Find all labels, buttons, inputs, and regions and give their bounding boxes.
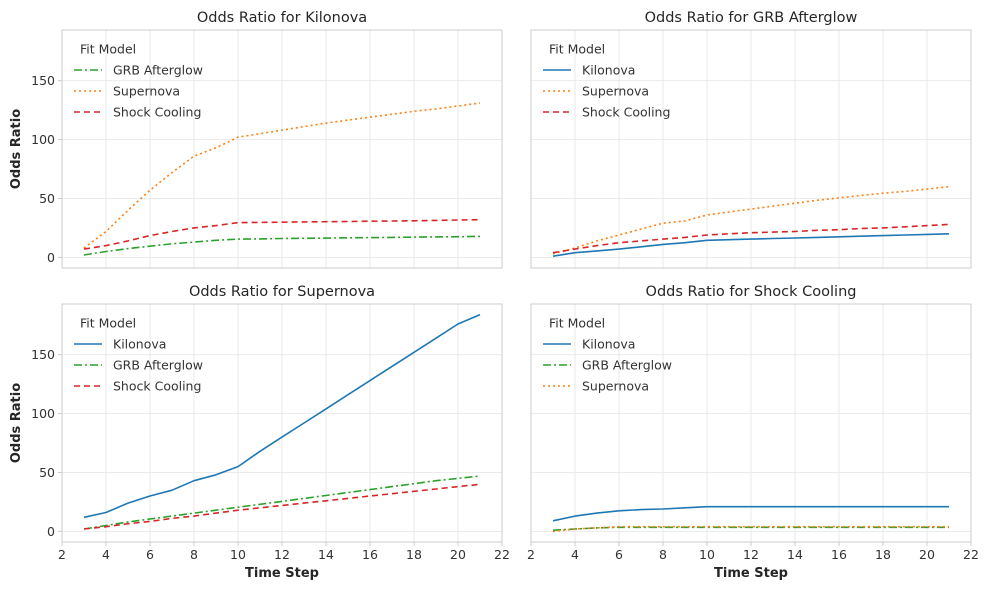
chart-panel-3: Odds Ratio for Supernova 0 50 100 150 2 4 6 8 10 1… (9, 284, 510, 581)
x-tick-label: 10 (699, 547, 715, 562)
y-axis-label: Odds Ratio (9, 109, 24, 189)
x-tick-label: 2 (58, 547, 66, 562)
legend-entry: Supernova (582, 84, 649, 99)
legend-entry: GRB Afterglow (113, 358, 203, 373)
series-line-supernova (552, 525, 949, 533)
y-tick-label: 100 (31, 132, 55, 147)
x-tick-label: 22 (963, 547, 979, 562)
series-line-kilonova (552, 505, 949, 522)
x-tick-label: 14 (787, 547, 803, 562)
x-tick-label: 4 (102, 547, 110, 562)
legend-entry: Shock Cooling (582, 105, 670, 120)
plot-frame (530, 29, 972, 269)
legend-title: Fit Model (80, 42, 136, 57)
x-tick-label: 16 (831, 547, 847, 562)
x-tick-label: 20 (919, 547, 935, 562)
x-axis-label: Time Step (245, 566, 319, 581)
legend-entry: Supernova (113, 84, 180, 99)
series-line-supernova (552, 185, 950, 255)
legend-entry: GRB Afterglow (113, 63, 203, 78)
x-tick-label: 6 (615, 547, 623, 562)
y-tick-label: 100 (31, 406, 55, 421)
x-tick-label: 12 (743, 547, 759, 562)
x-tick-label: 22 (494, 547, 510, 562)
series-line-kilonova (83, 313, 481, 519)
legend: Fit Model GRB Afterglow Supernova Shock Coo… (74, 42, 203, 120)
x-tick-label: 10 (230, 547, 246, 562)
series-line-kilonova (552, 233, 950, 257)
x-axis-label: Time Step (714, 566, 788, 581)
legend-entry: Kilonova (113, 337, 166, 352)
legend: Fit Model Kilonova GRB Afterglow Supernova (543, 316, 672, 394)
x-tick-label: 8 (190, 547, 198, 562)
legend-entry: Shock Cooling (113, 105, 201, 120)
legend-title: Fit Model (549, 316, 605, 331)
legend-entry: Shock Cooling (113, 379, 201, 394)
chart-panel-1: Odds Ratio for Kilonova 0 50 100 150 Odds Rat… (9, 10, 503, 269)
series-line-grb-afterglow (83, 475, 481, 530)
chart-title: Odds Ratio for Shock Cooling (646, 284, 857, 300)
legend: Fit Model Kilonova GRB Afterglow Shock Cool… (74, 316, 203, 394)
x-tick-label: 6 (146, 547, 154, 562)
x-tick-label: 8 (659, 547, 667, 562)
y-tick-label: 50 (39, 191, 55, 206)
chart-title: Odds Ratio for Supernova (189, 284, 375, 300)
legend-entry: Supernova (582, 379, 649, 394)
legend-title: Fit Model (549, 42, 605, 57)
series-line-shock-cooling (83, 218, 481, 250)
series-line-shock-cooling (83, 483, 481, 530)
x-tick-label: 12 (274, 547, 290, 562)
x-tick-label: 18 (875, 547, 891, 562)
legend-title: Fit Model (80, 316, 136, 331)
y-tick-label: 50 (39, 465, 55, 480)
legend-entry: GRB Afterglow (582, 358, 672, 373)
x-tick-label: 4 (571, 547, 579, 562)
chart-title: Odds Ratio for Kilonova (197, 10, 367, 26)
legend-entry: Kilonova (582, 63, 635, 78)
series-line-shock-cooling (552, 223, 950, 254)
chart-panel-2: Odds Ratio for GRB Afterglow Fit Model Kil… (530, 10, 972, 269)
legend: Fit Model Kilonova Supernova Shock Cooling (543, 42, 670, 120)
y-tick-label: 150 (31, 347, 55, 362)
chart-title: Odds Ratio for GRB Afterglow (645, 10, 858, 26)
x-tick-label: 2 (527, 547, 535, 562)
x-tick-label: 18 (406, 547, 422, 562)
x-tick-label: 14 (318, 547, 334, 562)
series-line-grb-afterglow (83, 235, 481, 256)
y-tick-label: 0 (47, 524, 55, 539)
y-tick-label: 0 (47, 250, 55, 265)
plot-frame (61, 29, 503, 269)
y-tick-label: 150 (31, 73, 55, 88)
x-tick-label: 20 (450, 547, 466, 562)
series-line-supernova (83, 102, 481, 249)
y-axis-label: Odds Ratio (9, 383, 24, 463)
legend-entry: Kilonova (582, 337, 635, 352)
chart-panel-4: Odds Ratio for Shock Cooling 2 4 6 8 10 12 14 16… (527, 284, 979, 581)
x-tick-label: 16 (362, 547, 378, 562)
